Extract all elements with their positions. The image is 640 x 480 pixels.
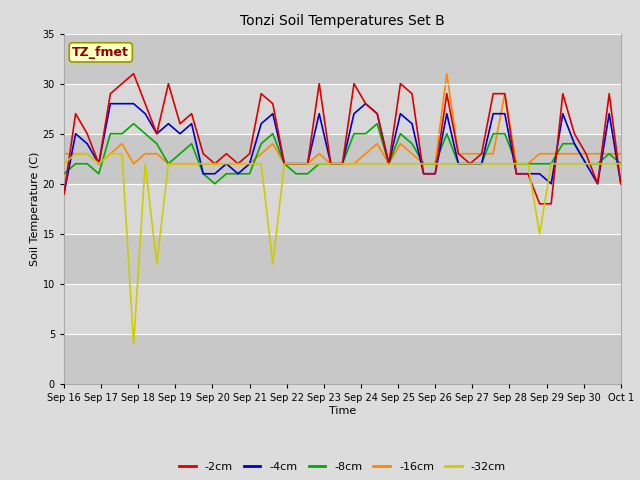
Text: TZ_fmet: TZ_fmet xyxy=(72,46,129,59)
X-axis label: Time: Time xyxy=(329,406,356,416)
Bar xyxy=(64,84,621,134)
Bar xyxy=(64,184,621,234)
Y-axis label: Soil Temperature (C): Soil Temperature (C) xyxy=(29,152,40,266)
Title: Tonzi Soil Temperatures Set B: Tonzi Soil Temperatures Set B xyxy=(240,14,445,28)
Bar xyxy=(64,234,621,284)
Bar xyxy=(64,34,621,84)
Legend: -2cm, -4cm, -8cm, -16cm, -32cm: -2cm, -4cm, -8cm, -16cm, -32cm xyxy=(175,457,510,477)
Bar xyxy=(64,134,621,184)
Bar xyxy=(64,284,621,334)
Bar xyxy=(64,334,621,384)
